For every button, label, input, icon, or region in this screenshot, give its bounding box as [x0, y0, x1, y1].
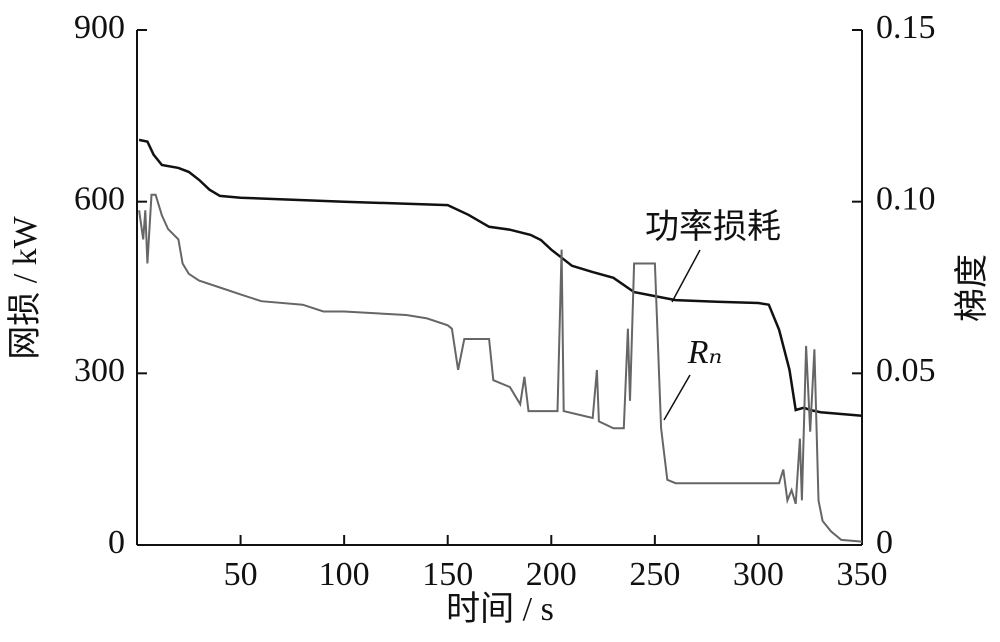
- y-tick-label: 0: [108, 524, 125, 561]
- x-tick-label: 150: [422, 556, 473, 593]
- x-tick-label: 350: [837, 556, 888, 593]
- y-tick-label: 300: [74, 352, 125, 389]
- y2-tick-label: 0.15: [876, 9, 936, 46]
- label-leader: [663, 374, 691, 421]
- y-axis-label: 网损 / kW: [6, 215, 44, 359]
- x-tick-label: 300: [733, 556, 784, 593]
- x-axis-label: 时间 / s: [446, 591, 554, 628]
- y2-tick-label: 0: [876, 524, 893, 561]
- label-leader: [671, 249, 701, 303]
- x-tick-label: 250: [629, 556, 680, 593]
- series-line: [138, 193, 863, 543]
- y-tick-label: 900: [74, 9, 125, 46]
- x-tick-label: 100: [319, 556, 370, 593]
- y-tick-label: 600: [74, 180, 125, 217]
- x-tick-label: 200: [526, 556, 577, 593]
- y2-tick-label: 0.05: [876, 352, 936, 389]
- series-label: 功率损耗: [645, 208, 781, 246]
- y2-axis-label: 梯度: [953, 254, 991, 322]
- series-line: [138, 138, 863, 417]
- y2-tick-label: 0.10: [876, 180, 936, 217]
- series-label: Rₙ: [687, 334, 723, 371]
- x-tick-label: 50: [224, 556, 258, 593]
